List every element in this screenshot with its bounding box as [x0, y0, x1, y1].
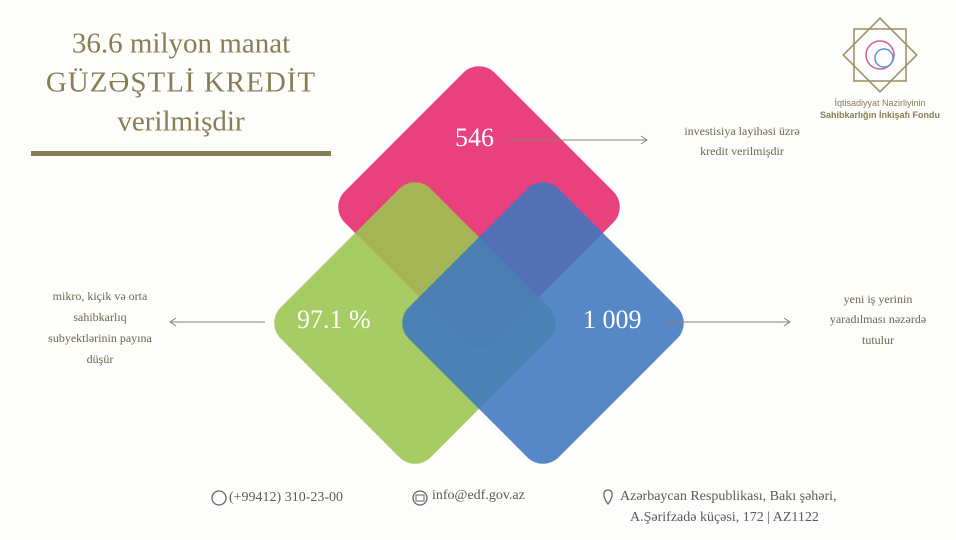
phone-icon — [211, 490, 227, 506]
stat-value: 546 — [455, 123, 494, 152]
footer: (+99412) 310-23-00 info@edf.gov.az Azərb… — [211, 488, 837, 525]
stat-value: 1 009 — [583, 305, 642, 334]
stat-caption: mikro, kiçik və orta — [53, 289, 148, 303]
email: info@edf.gov.az — [432, 488, 525, 503]
title-line: GÜZƏŞTLİ KREDİT — [46, 67, 316, 99]
address-line: A.Şərifzadə küçəsi, 172 | AZ1122 — [630, 510, 819, 525]
stat-caption: subyektlərinin payına — [48, 331, 152, 345]
email-icon — [412, 490, 428, 506]
location-icon — [603, 489, 613, 506]
stat-caption: kredit verilmişdir — [700, 144, 784, 158]
stat-caption: yeni iş yerinin — [844, 292, 913, 306]
stat-caption: investisiya layihəsi üzrə — [684, 124, 799, 138]
logo: İqtisadiyyat Nazirliyinin Sahibkarlığın … — [820, 17, 940, 120]
stat-caption: düşür — [87, 352, 114, 366]
diamond-blue — [402, 182, 684, 464]
logo-text: İqtisadiyyat Nazirliyinin — [834, 98, 925, 108]
logo-text: Sahibkarlığın İnkişafı Fondu — [820, 110, 940, 120]
arrow — [510, 135, 648, 145]
title-line: 36.6 milyon manat — [72, 28, 290, 60]
arrow — [665, 317, 791, 327]
address-line: Azərbaycan Respublikası, Bakı şəhəri, — [620, 489, 837, 504]
arrow — [169, 317, 265, 327]
stat-caption: tutulur — [862, 333, 894, 347]
title-line: verilmişdir — [117, 106, 245, 138]
stat-caption: yaradılması nəzərdə — [830, 312, 926, 326]
stat-caption: sahibkarlıq — [73, 310, 126, 324]
phone: (+99412) 310-23-00 — [229, 490, 343, 505]
email-icon — [415, 494, 425, 502]
stat-value: 97.1 % — [297, 305, 371, 334]
diamonds — [274, 66, 684, 464]
title-underline — [31, 151, 331, 156]
